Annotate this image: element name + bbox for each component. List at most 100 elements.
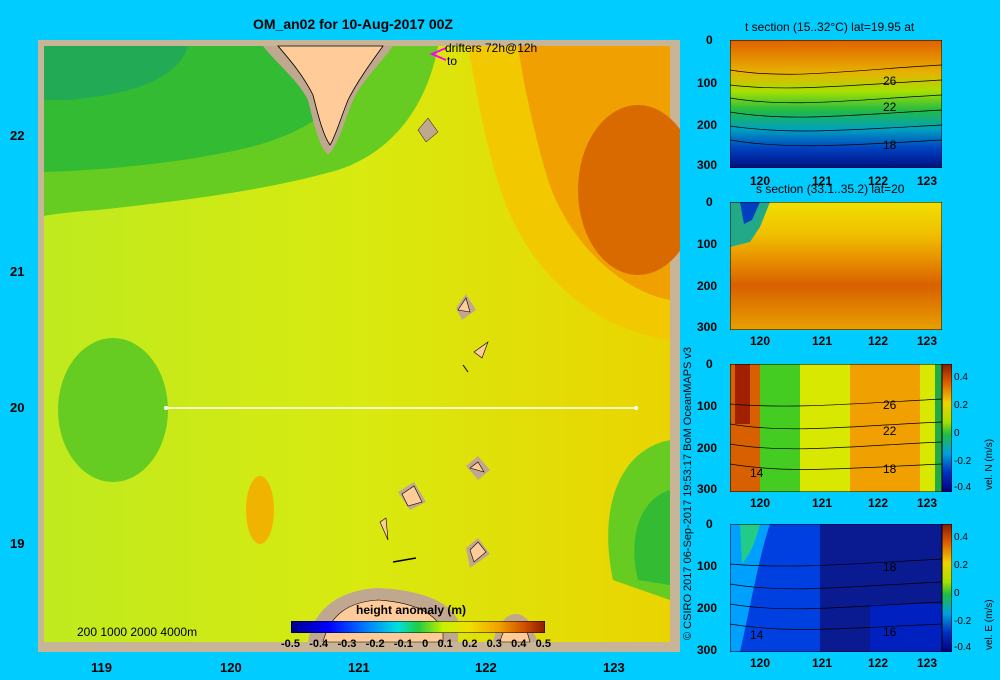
lat-tick: 20 (10, 400, 25, 415)
depth-tick: 200 (697, 279, 718, 293)
depth-tick: 300 (697, 643, 718, 657)
drifter-marker (429, 47, 447, 61)
island (473, 341, 489, 359)
depth-tick: 300 (697, 482, 718, 496)
contour-label: 22 (883, 100, 897, 114)
lat-tick: 19 (10, 536, 25, 551)
panel-lon-tick: 120 (750, 496, 771, 510)
colorbar-tick: -0.1 (393, 638, 413, 650)
vel-colorbar-tick: 0 (954, 428, 960, 439)
island (417, 117, 439, 143)
credit-text: © CSIRO 2017 06-Sep-2017 19:53:17 BoM Oc… (682, 346, 694, 640)
contour-label: 18 (883, 560, 897, 574)
darkgreen-region-se (634, 490, 670, 585)
vel-n-colorbar-label: vel. N (m/s) (984, 438, 995, 490)
panel-lon-tick: 122 (868, 496, 889, 510)
panel-lon-tick: 123 (917, 656, 938, 670)
panel-title: t section (15..32°C) lat=19.95 at (745, 20, 915, 34)
colorbar-tick: -0.3 (337, 638, 357, 650)
island (469, 461, 485, 473)
panel-lon-tick: 121 (812, 496, 833, 510)
depth-tick: 0 (706, 33, 713, 47)
drifters-label: drifters 72h@12h (445, 41, 538, 55)
colorbar-tick: 0 (422, 638, 429, 650)
s-section-panel[interactable] (730, 202, 942, 330)
colorbar-tick: 0.5 (535, 638, 551, 650)
depth-tick: 100 (697, 559, 718, 573)
height-anomaly-colorbar (291, 621, 545, 633)
colorbar-tick: -0.2 (365, 638, 385, 650)
t-section-panel[interactable] (730, 40, 942, 168)
panel-lon-tick: 122 (868, 334, 889, 348)
panel-lon-tick: 121 (812, 334, 833, 348)
panel-lon-tick: 122 (868, 174, 889, 188)
depth-legend: 200 1000 2000 4000m (77, 625, 198, 639)
depth-tick: 300 (697, 158, 718, 172)
vel-e-section-panel[interactable] (730, 524, 942, 652)
teal-region-nw (44, 46, 188, 100)
contour-label: 26 (883, 74, 897, 88)
depth-tick: 100 (697, 399, 718, 413)
depth-tick: 0 (706, 195, 713, 209)
vel-colorbar-tick: 0.2 (954, 400, 968, 411)
green-eddy-west (58, 338, 168, 482)
map-title: OM_an02 for 10-Aug-2017 00Z (253, 16, 453, 32)
vel-colorbar-tick: 0.4 (954, 372, 968, 383)
height-anomaly-map[interactable] (38, 40, 680, 652)
panel-lon-tick: 123 (917, 174, 938, 188)
vel-n-section-panel[interactable] (730, 364, 942, 492)
contour-label: 26 (883, 398, 897, 412)
panel-lon-tick: 123 (917, 334, 938, 348)
colorbar-ticks: -0.5 -0.4 -0.3 -0.2 -0.1 0 0.1 0.2 0.3 0… (281, 638, 551, 650)
lon-tick: 119 (91, 660, 112, 675)
colorbar-tick: 0.2 (462, 638, 478, 650)
depth-tick: 100 (697, 237, 718, 251)
darkorange-eddy-ne (578, 105, 680, 275)
panel-lon-tick: 120 (750, 656, 771, 670)
depth-tick: 100 (697, 76, 718, 90)
orange-patch-south (246, 476, 274, 544)
colorbar-tick: -0.4 (309, 638, 329, 650)
lon-tick: 123 (603, 660, 625, 675)
taiwan-land (277, 45, 384, 146)
vel-colorbar-tick: -0.4 (954, 482, 972, 493)
colorbar-tick: 0.1 (437, 638, 453, 650)
island (469, 541, 487, 563)
depth-tick: 300 (697, 320, 718, 334)
vel-n-colorbar (942, 364, 952, 492)
vel-colorbar-tick: 0 (954, 588, 960, 599)
colorbar-title: height anomaly (m) (356, 603, 467, 617)
island (401, 485, 423, 507)
island (392, 557, 417, 563)
contour-label: 16 (883, 625, 897, 639)
contour-label: 14 (750, 628, 764, 642)
contour-label: 22 (883, 424, 897, 438)
island (457, 297, 471, 313)
section-line-start[interactable] (164, 406, 168, 410)
vel-colorbar-tick: -0.2 (954, 456, 972, 467)
panel-lon-tick: 123 (917, 496, 938, 510)
contour-label: 14 (750, 466, 764, 480)
vel-colorbar-tick: 0.4 (954, 532, 968, 543)
vel-e-colorbar (942, 524, 952, 652)
vel-colorbar-tick: -0.2 (954, 616, 972, 627)
panel-lon-tick: 121 (812, 656, 833, 670)
depth-tick: 200 (697, 601, 718, 615)
vel-colorbar-tick: 0.2 (954, 560, 968, 571)
vel-colorbar-tick: -0.4 (954, 642, 972, 653)
colorbar-tick: 0.3 (486, 638, 502, 650)
vel-e-colorbar-label: vel. E (m/s) (984, 599, 995, 650)
depth-tick: 200 (697, 441, 718, 455)
section-line-end[interactable] (634, 406, 638, 410)
panel-title: s section (33.1..35.2) lat=20 (756, 182, 905, 196)
island (379, 517, 389, 541)
island (462, 364, 469, 373)
panel-lon-tick: 120 (750, 334, 771, 348)
depth-tick: 0 (706, 517, 713, 531)
panel-lon-tick: 122 (868, 656, 889, 670)
lat-tick: 22 (10, 128, 25, 143)
colorbar-tick: -0.5 (281, 638, 300, 650)
panel-lon-tick: 120 (750, 174, 771, 188)
lon-tick: 121 (348, 660, 370, 675)
contour-label: 18 (883, 462, 897, 476)
